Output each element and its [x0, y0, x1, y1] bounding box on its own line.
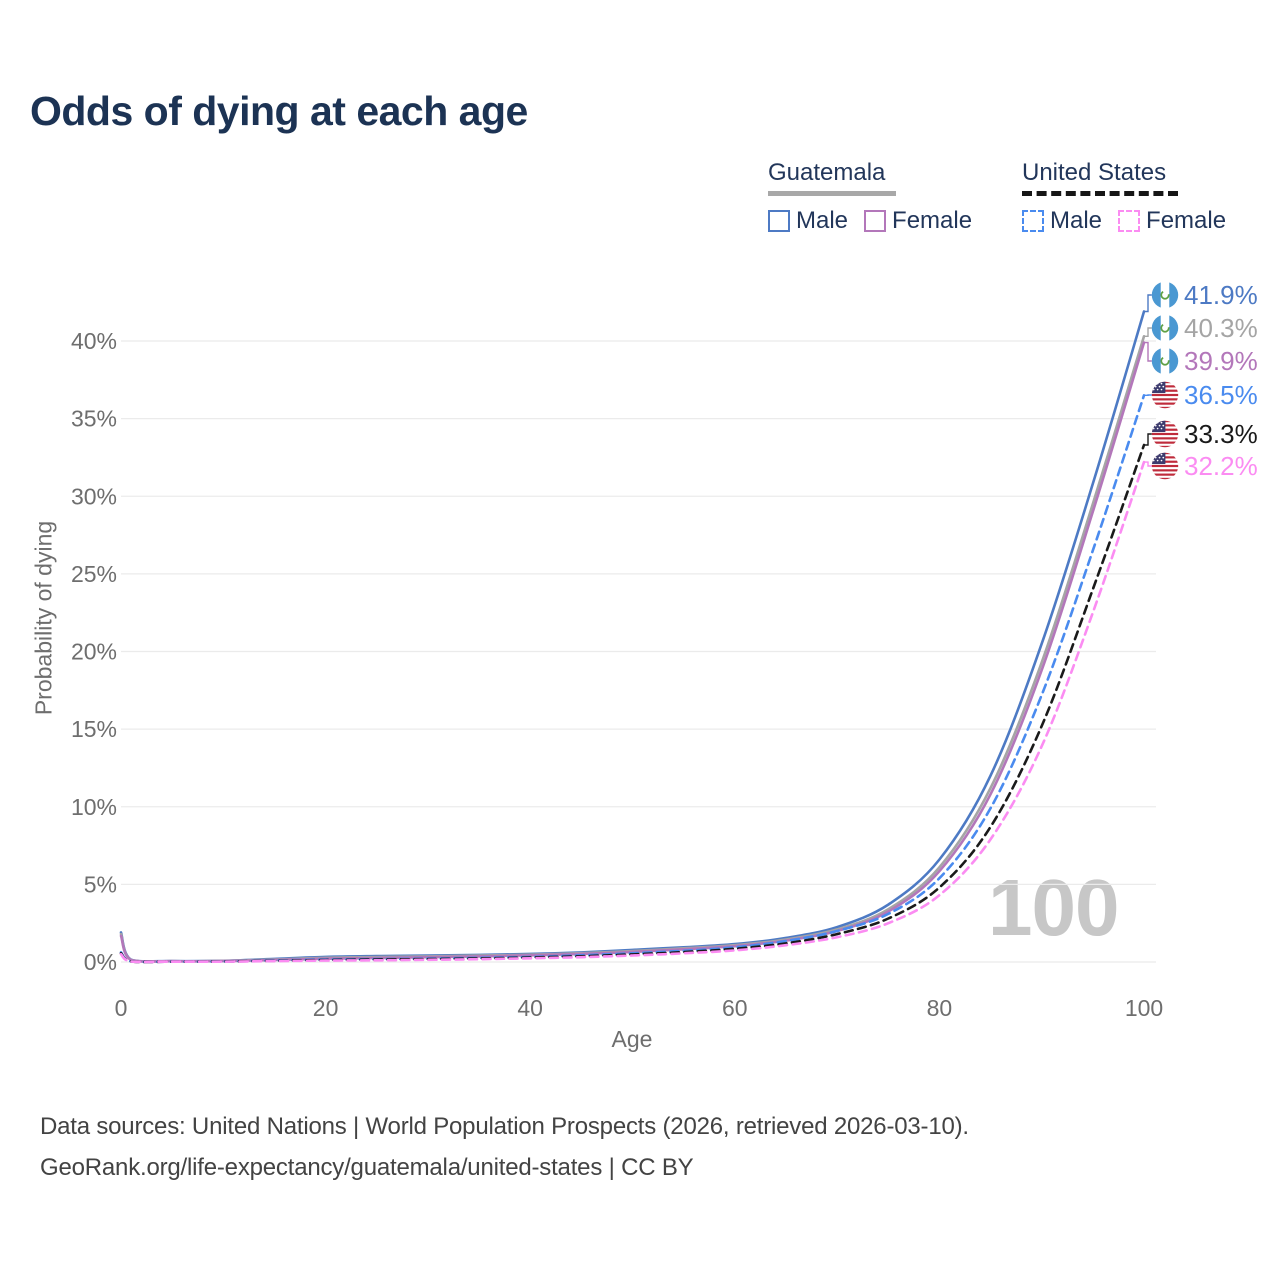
x-tick-label: 100: [1125, 995, 1163, 1021]
end-label-value: 36.5%: [1184, 379, 1258, 410]
series-line-united-states-male: [119, 394, 1146, 964]
end-label-guatemala-both: 40.3%: [1151, 312, 1258, 344]
y-axis-title: Probability of dying: [30, 520, 57, 716]
legend-label-guatemala-female[interactable]: Female: [892, 207, 973, 235]
end-label-leader-line: [1145, 341, 1154, 362]
guatemala-solid-line-swatch: [768, 191, 896, 197]
end-label-value: 32.2%: [1184, 450, 1258, 481]
y-tick-label: 20%: [71, 639, 117, 665]
end-label-us-female: 32.2%: [1151, 450, 1258, 482]
y-tick-label: 25%: [71, 561, 117, 587]
footer-line-2: GeoRank.org/life-expectancy/guatemala/un…: [40, 1154, 694, 1182]
legend-swatch-guatemala-male[interactable]: [768, 210, 790, 233]
legend-label-guatemala-male[interactable]: Male: [796, 207, 849, 235]
end-label-value: 39.9%: [1184, 345, 1258, 376]
guatemala-flag-icon: [1151, 347, 1179, 375]
legend-swatch-guatemala-female[interactable]: [864, 210, 887, 233]
x-tick-label: 80: [927, 995, 953, 1021]
y-tick-label: 5%: [84, 871, 117, 897]
legend-label-us-male[interactable]: Male: [1050, 207, 1103, 235]
legend-title-united-states: United States: [1022, 159, 1167, 186]
y-tick-label: 0%: [84, 949, 117, 975]
end-label-leader-line: [1145, 294, 1154, 313]
legend-title-guatemala: Guatemala: [768, 159, 886, 186]
page-title: Odds of dying at each age: [30, 88, 528, 134]
end-label-leader-line: [1145, 461, 1154, 467]
series-line-guatemala-male: [119, 310, 1146, 963]
y-tick-label: 35%: [71, 406, 117, 432]
series-line-united-states-female: [119, 460, 1146, 964]
end-label-value: 41.9%: [1184, 279, 1258, 310]
end-label-leader-line: [1145, 433, 1154, 446]
age-watermark: 100: [988, 863, 1119, 952]
end-label-us-male: 36.5%: [1151, 379, 1258, 411]
end-label-leader-line: [1145, 327, 1154, 337]
legend-group-guatemala: Guatemala Male Female: [768, 159, 988, 235]
end-label-value: 33.3%: [1184, 418, 1258, 449]
guatemala-flag-icon: [1151, 281, 1179, 309]
y-tick-label: 40%: [71, 328, 117, 354]
end-label-guatemala-female: 39.9%: [1151, 345, 1258, 377]
y-tick-label: 10%: [71, 794, 117, 820]
legend-group-united-states: United States Male Female: [1022, 159, 1242, 235]
y-tick-label: 30%: [71, 483, 117, 509]
data-sources-footer: Data sources: United Nations | World Pop…: [40, 1106, 969, 1189]
y-tick-label: 15%: [71, 716, 117, 742]
x-tick-label: 20: [313, 995, 339, 1021]
end-label-guatemala-male: 41.9%: [1151, 279, 1258, 311]
x-tick-label: 60: [722, 995, 748, 1021]
legend-swatch-us-female[interactable]: [1118, 210, 1141, 233]
end-label-us-both: 33.3%: [1151, 418, 1258, 450]
x-tick-label: 0: [115, 995, 128, 1021]
us-flag-icon: [1151, 381, 1179, 409]
guatemala-flag-icon: [1151, 314, 1179, 342]
mortality-line-chart: 0% 5% 10% 15% 20% 25% 30% 35% 40% 0 20 40 60 80 100: [71, 294, 1163, 1021]
legend-swatch-us-male[interactable]: [1022, 210, 1044, 233]
legend-label-us-female[interactable]: Female: [1146, 207, 1227, 235]
x-tick-label: 40: [517, 995, 543, 1021]
footer-line-1: Data sources: United Nations | World Pop…: [40, 1113, 969, 1140]
end-label-value: 40.3%: [1184, 312, 1258, 343]
united-states-dashed-line-swatch: [1022, 191, 1178, 197]
x-axis-title: Age: [611, 1026, 653, 1052]
us-flag-icon: [1151, 420, 1179, 448]
us-flag-icon: [1151, 452, 1179, 480]
series-line-guatemala-both-sexes: [119, 335, 1146, 963]
